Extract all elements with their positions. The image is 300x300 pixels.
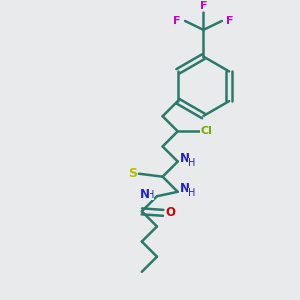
- Text: O: O: [166, 206, 176, 219]
- Text: S: S: [128, 167, 137, 180]
- Text: F: F: [173, 16, 181, 26]
- Text: N: N: [140, 188, 150, 201]
- Text: Cl: Cl: [201, 126, 212, 136]
- Text: H: H: [188, 188, 195, 198]
- Text: N: N: [180, 152, 190, 164]
- Text: H: H: [147, 190, 154, 200]
- Text: F: F: [226, 16, 234, 26]
- Text: H: H: [188, 158, 195, 168]
- Text: F: F: [200, 1, 207, 10]
- Text: N: N: [180, 182, 190, 195]
